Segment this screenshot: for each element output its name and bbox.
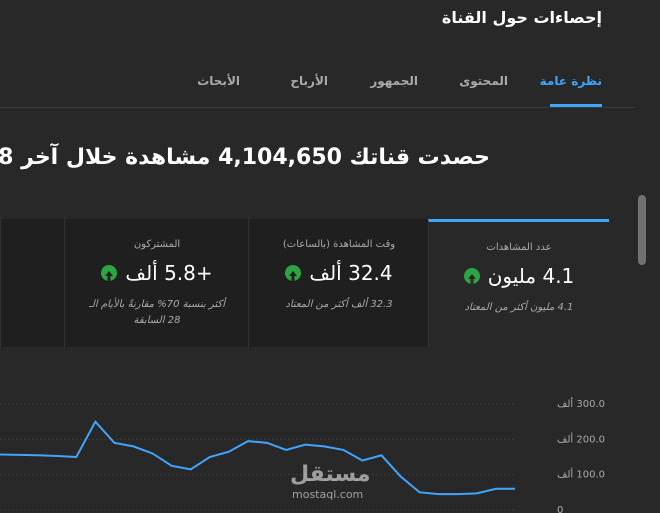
line bbox=[0, 419, 515, 496]
card-value: +5.8 ألف bbox=[125, 261, 213, 285]
card-label: وقت المشاهدة (بالساعات) bbox=[282, 239, 396, 250]
card-value: 32.4 ألف bbox=[309, 261, 393, 285]
up-icon bbox=[463, 268, 480, 284]
up-icon bbox=[101, 265, 118, 281]
arrow bbox=[105, 271, 114, 281]
card-value-row: +5.8 ألف bbox=[65, 261, 249, 285]
watermark-name: مستقل bbox=[290, 462, 371, 487]
card-label: عدد المشاهدات bbox=[486, 242, 552, 253]
card-selected[interactable]: عدد المشاهدات 4.1 مليون 4.1 مليون أكثر م… bbox=[428, 219, 609, 347]
tab[interactable]: الأبحاث bbox=[197, 74, 240, 88]
y-tick-label: 200.0 ألف bbox=[557, 432, 605, 445]
page-title: إحصاءات حول القناة bbox=[441, 8, 602, 27]
tab-indicator bbox=[550, 104, 602, 107]
card[interactable]: وقت المشاهدة (بالساعات) 32.4 ألف 32.3 أل… bbox=[248, 219, 429, 347]
arrow bbox=[289, 271, 298, 281]
tab[interactable]: الأرباح bbox=[290, 74, 328, 88]
scrollbar[interactable] bbox=[638, 195, 646, 265]
y-tick-label: 100.0 ألف bbox=[557, 468, 605, 481]
tab[interactable]: المحتوى bbox=[459, 74, 508, 88]
chart: 0 100.0 ألف 200.0 ألف 300.0 ألف bbox=[0, 397, 605, 513]
card[interactable] bbox=[0, 219, 65, 347]
card-value: 4.1 مليون bbox=[487, 264, 575, 288]
up-icon bbox=[285, 265, 302, 281]
card-label: المشتركون bbox=[133, 239, 181, 250]
watermark-url: mostaql.com bbox=[292, 488, 364, 501]
y-tick-label: 300.0 ألف bbox=[557, 397, 605, 410]
arrow bbox=[467, 274, 476, 284]
card-note: أكثر بنسبة 70% مقارنةً بالأيام الـ 28 ال… bbox=[88, 299, 226, 326]
card-note: 4.1 مليون أكثر من المعتاد bbox=[464, 302, 574, 313]
card-value-row: 4.1 مليون bbox=[429, 264, 609, 288]
y-tick-label: 0 bbox=[557, 505, 563, 513]
card-value-row: 32.4 ألف bbox=[249, 261, 429, 285]
tab[interactable]: نظرة عامة bbox=[539, 74, 602, 88]
card-note: 32.3 ألف أكثر من المعتاد bbox=[285, 299, 393, 310]
card[interactable]: المشتركون +5.8 ألف أكثر بنسبة 70% مقارنة… bbox=[64, 219, 249, 347]
headline: حصدت قناتك 4,104,650 مشاهدة خلال آخر 28 … bbox=[0, 145, 490, 170]
divider bbox=[0, 107, 635, 108]
tab[interactable]: الجمهور bbox=[370, 74, 418, 88]
